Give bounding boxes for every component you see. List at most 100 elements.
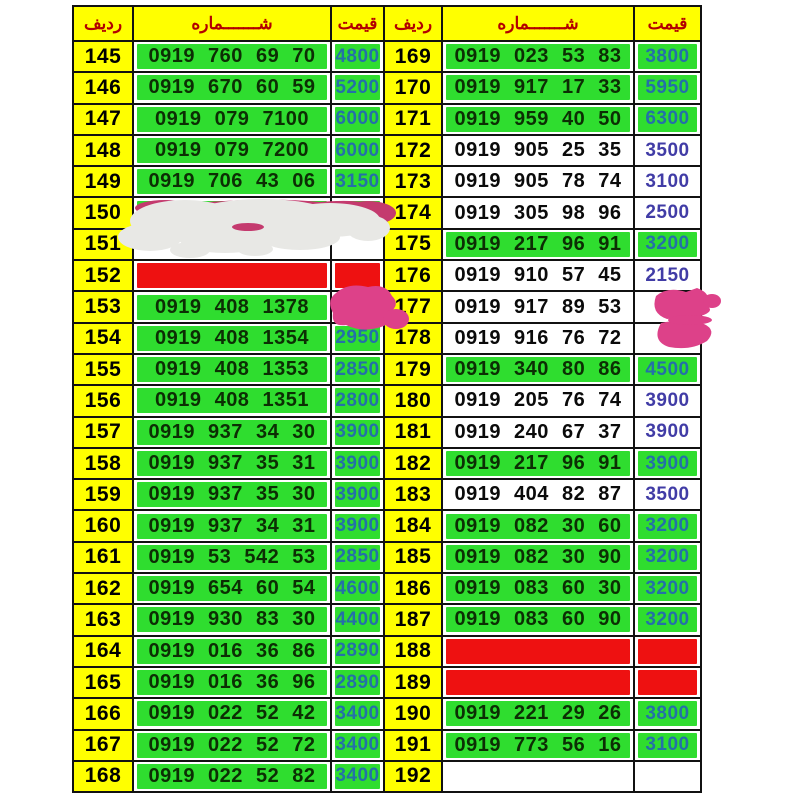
table-row: 179 0919 340 80 86 4500 <box>383 352 702 387</box>
row-number-cell: 147 <box>72 102 134 136</box>
price-cell: 4800 <box>330 39 385 74</box>
phone-number-highlight: 0919 408 1353 <box>137 357 327 383</box>
header-price: قیمت <box>330 5 385 42</box>
table-row: 173 0919 905 78 74 3100 <box>383 165 702 199</box>
phone-number-highlight <box>137 263 327 289</box>
row-number-cell: 163 <box>72 603 134 637</box>
row-number-cell: 145 <box>72 39 134 74</box>
phone-number-cell: 0919 916 76 72 <box>441 321 635 355</box>
phone-number-cell: 0919 217 96 91 <box>441 227 635 262</box>
phone-number-cell <box>441 634 635 668</box>
price-highlight: 3200 <box>638 576 697 602</box>
price-highlight: 2800 <box>335 388 380 414</box>
header-row-number: ردیف <box>383 5 443 42</box>
phone-number-highlight: 0919 910 57 45 <box>454 264 622 287</box>
table-row: 189 <box>383 665 702 700</box>
row-number-cell: 164 <box>72 634 134 668</box>
price-cell: 3900 <box>633 446 702 481</box>
phone-number-cell: 0919 079 7200 <box>132 133 332 168</box>
table-row: 149 0919 706 43 06 3150 <box>72 165 385 199</box>
phone-number-highlight: 0919 022 52 82 <box>137 763 327 789</box>
phone-number-highlight: 0919 082 30 60 <box>446 513 630 539</box>
table-row: 188 <box>383 634 702 668</box>
price-highlight <box>638 638 697 664</box>
table-row: 155 0919 408 1353 2850 <box>72 352 385 387</box>
table-row: 161 0919 53 542 53 2850 <box>72 540 385 575</box>
price-cell: 2850 <box>330 352 385 387</box>
phone-number-highlight: 0919 240 67 37 <box>454 420 622 443</box>
table-row: 168 0919 022 52 82 3400 <box>72 759 385 793</box>
row-number-cell: 182 <box>383 446 443 481</box>
price-highlight: 3900 <box>335 451 380 476</box>
price-highlight: 2850 <box>335 357 380 383</box>
price-cell: 3100 <box>633 165 702 199</box>
phone-number-cell: 0919 022 52 42 <box>132 697 332 731</box>
price-highlight: 3900 <box>645 421 690 443</box>
phone-number-highlight: 0919 408 1378 <box>137 294 327 320</box>
phone-price-table-left: ردیف شـــــــماره قیمت 145 0919 760 69 70 48… <box>72 5 385 793</box>
price-highlight: 3200 <box>638 513 697 539</box>
price-cell: 3900 <box>633 384 702 418</box>
phone-number-cell: 0919 022 52 82 <box>132 759 332 793</box>
phone-number-highlight: 0919 340 80 86 <box>446 357 630 383</box>
phone-number-highlight: 0919 917 17 33 <box>446 75 630 101</box>
price-cell: 4400 <box>330 603 385 637</box>
phone-number-highlight: 0919 930 83 30 <box>137 607 327 633</box>
table-row: 187 0919 083 60 90 3200 <box>383 603 702 637</box>
phone-number-cell <box>132 196 332 230</box>
phone-number-cell: 0919 910 57 45 <box>441 259 635 293</box>
price-cell: 2500 <box>633 196 702 230</box>
header-price: قیمت <box>633 5 702 42</box>
phone-number-cell: 0919 959 40 50 <box>441 102 635 136</box>
price-highlight: 3900 <box>638 451 697 476</box>
table-header: ردیف شـــــــماره قیمت <box>72 5 385 42</box>
row-number-cell: 146 <box>72 71 134 105</box>
price-cell: 3400 <box>330 759 385 793</box>
row-number-cell: 183 <box>383 478 443 512</box>
price-highlight: 3150 <box>335 169 380 195</box>
phone-number-cell: 0919 305 98 96 <box>441 196 635 230</box>
phone-number-cell: 0919 016 36 86 <box>132 634 332 668</box>
price-cell: 4500 <box>633 352 702 387</box>
phone-number-highlight: 0919 016 36 96 <box>137 670 327 696</box>
phone-number-cell <box>132 227 332 262</box>
phone-number-highlight: 0919 905 25 35 <box>454 139 622 162</box>
phone-number-cell: 0919 760 69 70 <box>132 39 332 74</box>
phone-number-highlight: 0919 773 56 16 <box>446 732 630 758</box>
price-cell <box>330 259 385 293</box>
phone-number-highlight: 0919 082 30 90 <box>446 544 630 570</box>
row-number-cell: 171 <box>383 102 443 136</box>
phone-number-highlight: 0919 022 52 42 <box>137 701 327 727</box>
row-number-cell: 188 <box>383 634 443 668</box>
phone-number-cell: 0919 937 34 30 <box>132 415 332 449</box>
price-highlight: 6300 <box>638 106 697 132</box>
phone-number-highlight: 0919 706 43 06 <box>137 169 327 195</box>
phone-number-cell: 0919 773 56 16 <box>441 728 635 762</box>
phone-number-cell: 0919 937 35 30 <box>132 478 332 512</box>
phone-number-cell: 0919 937 34 31 <box>132 509 332 543</box>
price-highlight: 3200 <box>638 544 697 570</box>
row-number-cell: 174 <box>383 196 443 230</box>
row-number-cell: 181 <box>383 415 443 449</box>
phone-number-highlight: 0919 905 78 74 <box>454 170 622 193</box>
price-cell: 3800 <box>633 39 702 74</box>
table-header: ردیف شـــــــماره قیمت <box>383 5 702 42</box>
price-highlight: 4800 <box>335 44 380 70</box>
table-row: 181 0919 240 67 37 3900 <box>383 415 702 449</box>
price-highlight: 6000 <box>335 138 380 164</box>
price-highlight: 2500 <box>645 202 690 224</box>
table-row: 167 0919 022 52 72 3400 <box>72 728 385 762</box>
price-cell: 2950 <box>330 321 385 355</box>
row-number-cell: 148 <box>72 133 134 168</box>
price-cell: 2800 <box>330 384 385 418</box>
price-highlight: 2850 <box>335 544 380 570</box>
phone-number-highlight: 0919 221 29 26 <box>446 701 630 727</box>
price-highlight: 5950 <box>638 75 697 101</box>
table-body: 169 0919 023 53 83 3800 170 0919 917 17 33 59… <box>383 39 702 793</box>
price-cell: 3400 <box>330 728 385 762</box>
phone-number-cell: 0919 082 30 60 <box>441 509 635 543</box>
price-cell: 5200 <box>330 71 385 105</box>
table-row: 171 0919 959 40 50 6300 <box>383 102 702 136</box>
price-highlight: 2150 <box>645 264 690 286</box>
